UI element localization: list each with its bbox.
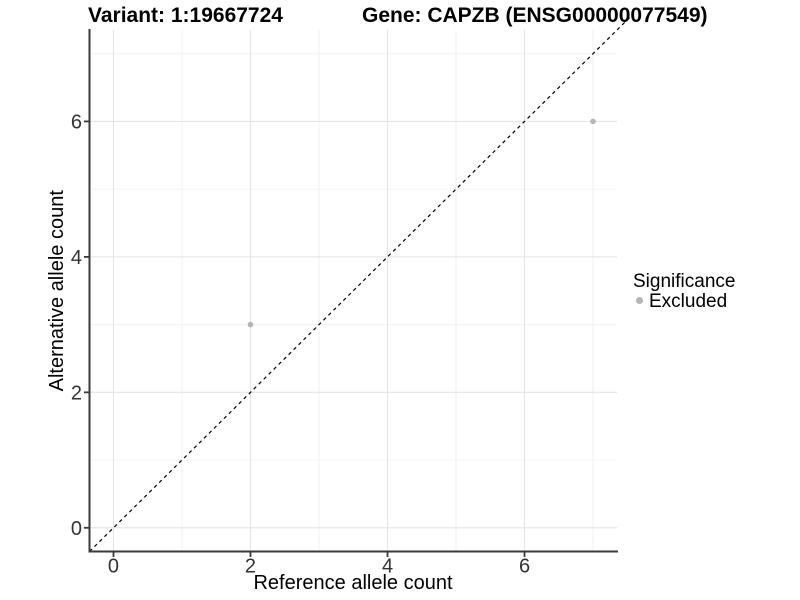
x-tick-label-6: 6 <box>519 556 530 578</box>
data-point-7-6 <box>590 118 596 125</box>
major-gridlines <box>89 30 617 552</box>
identity-dashed-line-layer <box>89 13 634 552</box>
legend-item-excluded: Excluded <box>649 291 727 312</box>
legend: Significance Excluded <box>633 271 735 312</box>
legend-title: Significance <box>633 271 735 292</box>
y-axis-title: Alternative allele count <box>46 190 68 392</box>
axis-lines-layer <box>88 29 618 553</box>
x-tick-label-2: 2 <box>245 556 256 578</box>
plot-title-gene: Gene: CAPZB (ENSG00000077549) <box>362 4 708 27</box>
x-tick-label-0: 0 <box>108 556 119 578</box>
data-point-2-3 <box>247 321 254 328</box>
y-tick-label-2: 2 <box>71 382 82 404</box>
identity-dashed-line <box>89 13 634 552</box>
x-axis-title: Reference allele count <box>253 572 452 594</box>
x-tick-label-4: 4 <box>382 556 393 578</box>
y-tick-label-4: 4 <box>71 247 82 269</box>
y-tick-label-6: 6 <box>71 111 82 133</box>
y-tick-label-0: 0 <box>71 518 82 540</box>
tick-marks-layer <box>84 120 526 557</box>
y-tick-labels: 0 2 4 6 <box>71 111 82 539</box>
plot-title-variant: Variant: 1:19667724 <box>88 4 283 27</box>
legend-marker-excluded-icon <box>636 297 643 304</box>
data-points-layer <box>247 118 596 328</box>
minor-gridlines <box>89 30 617 552</box>
x-tick-labels: 0 2 4 6 <box>108 556 530 578</box>
